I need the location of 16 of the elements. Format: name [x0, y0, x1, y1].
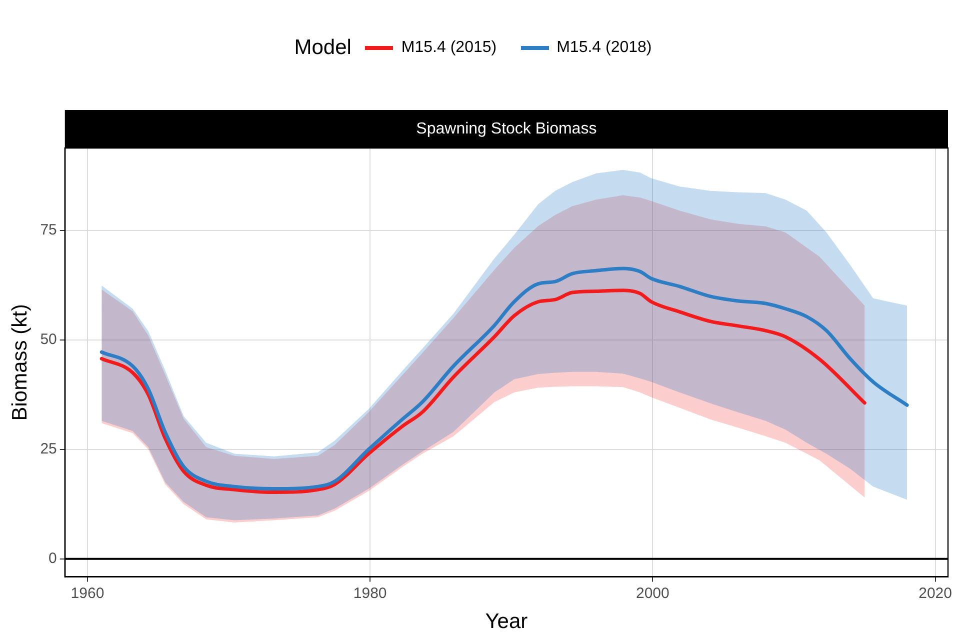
y-tick-label: 0	[48, 550, 57, 567]
legend-label: M15.4 (2018)	[556, 39, 652, 57]
x-tick-label: 2000	[636, 584, 670, 602]
legend-title: Model	[294, 36, 352, 60]
y-axis-title: Biomass (kt)	[8, 304, 32, 421]
line-series	[100, 288, 866, 494]
y-tick-label: 50	[40, 330, 57, 348]
x-tick-label: 2020	[918, 584, 952, 602]
legend-label: M15.4 (2015)	[401, 39, 497, 57]
x-tick-label: 1980	[353, 584, 387, 602]
chart-title: Spawning Stock Biomass	[416, 120, 597, 138]
x-tick-label: 1960	[70, 584, 104, 602]
y-tick-label: 25	[40, 440, 57, 458]
x-axis-title: Year	[485, 610, 528, 634]
line-series	[100, 266, 909, 491]
y-tick-label: 75	[40, 221, 57, 238]
